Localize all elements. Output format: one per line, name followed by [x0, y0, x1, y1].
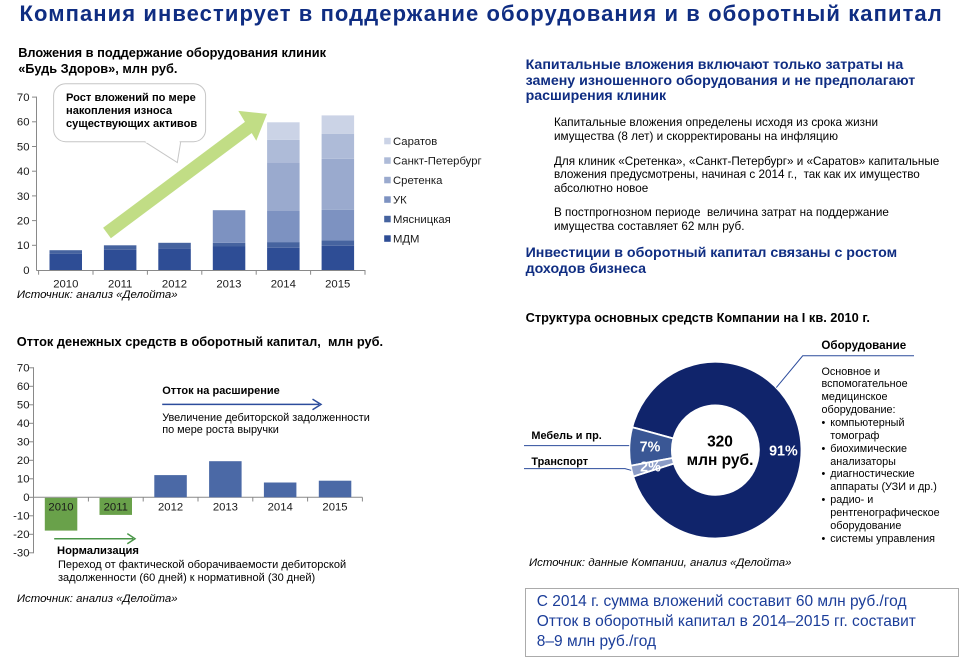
svg-text:2012: 2012 [158, 502, 183, 514]
svg-text:Сретенка: Сретенка [393, 175, 443, 187]
svg-text:2011: 2011 [104, 502, 128, 514]
svg-text:40: 40 [17, 418, 30, 430]
svg-text:30: 30 [17, 191, 30, 203]
svg-text:0: 0 [23, 492, 29, 504]
svg-text:-20: -20 [13, 529, 29, 541]
svg-text:20: 20 [17, 455, 30, 467]
svg-text:70: 70 [17, 363, 30, 375]
svg-text:10: 10 [17, 474, 30, 486]
svg-text:МДМ: МДМ [393, 233, 419, 245]
svg-text:50: 50 [17, 400, 30, 412]
svg-text:2013: 2013 [216, 278, 241, 290]
svg-text:0: 0 [23, 265, 29, 277]
svg-text:2012: 2012 [162, 278, 187, 290]
svg-text:2014: 2014 [268, 502, 293, 514]
svg-text:2015: 2015 [325, 278, 350, 290]
svg-text:50: 50 [17, 141, 30, 153]
svg-text:млн руб.: млн руб. [687, 452, 754, 469]
svg-text:320: 320 [707, 433, 733, 450]
svg-text:2011: 2011 [108, 278, 132, 290]
svg-text:70: 70 [17, 92, 30, 104]
svg-text:2015: 2015 [322, 502, 347, 514]
svg-text:60: 60 [17, 117, 30, 129]
svg-text:20: 20 [17, 216, 30, 228]
svg-text:-10: -10 [13, 511, 29, 523]
svg-text:2013: 2013 [213, 502, 238, 514]
svg-text:2%: 2% [640, 459, 661, 475]
svg-text:2014: 2014 [271, 278, 296, 290]
svg-text:УК: УК [393, 194, 407, 206]
svg-text:Саратов: Саратов [393, 136, 437, 148]
svg-text:60: 60 [17, 381, 30, 393]
svg-text:91%: 91% [769, 444, 798, 460]
svg-text:Мясницкая: Мясницкая [393, 214, 451, 226]
svg-text:7%: 7% [640, 440, 661, 456]
svg-text:2010: 2010 [48, 502, 73, 514]
svg-text:2010: 2010 [53, 278, 78, 290]
svg-text:10: 10 [17, 240, 30, 252]
svg-text:-30: -30 [13, 548, 29, 560]
svg-text:30: 30 [17, 437, 30, 449]
svg-text:Санкт-Петербург: Санкт-Петербург [393, 155, 482, 167]
svg-text:40: 40 [17, 166, 30, 178]
